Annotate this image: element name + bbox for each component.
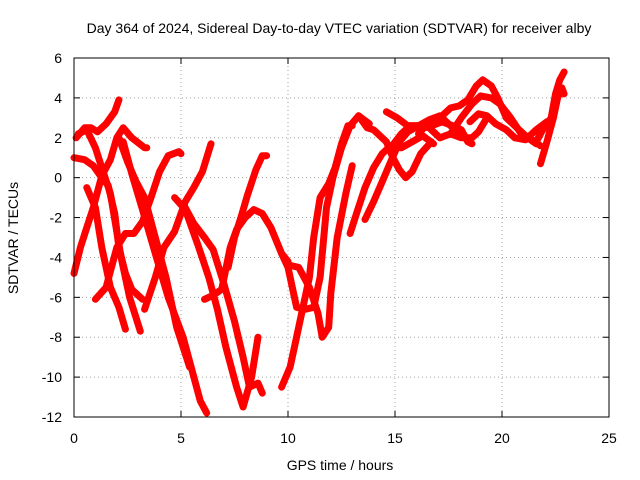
plot-frame <box>73 57 610 418</box>
data-series-arc-1 <box>70 124 151 277</box>
data-series-arc-6 <box>83 184 129 333</box>
y-tick-label: 2 <box>54 130 62 146</box>
x-tick-label: 0 <box>70 430 78 446</box>
data-series-arc-20 <box>355 112 435 182</box>
data-series-arc-13 <box>224 152 271 271</box>
y-tick-label: 6 <box>54 50 62 66</box>
data-series-arc-10 <box>179 200 266 397</box>
y-tick-label: -6 <box>50 289 63 305</box>
data-series-arc-9 <box>119 138 211 417</box>
data-series-arc-15 <box>286 162 356 341</box>
y-tick-label: -8 <box>50 329 63 345</box>
chart-title: Day 364 of 2024, Sidereal Day-to-day VTE… <box>87 20 592 36</box>
data-series-arc-11 <box>201 206 292 303</box>
x-tick-label: 5 <box>177 430 185 446</box>
data-series-arc-12 <box>171 194 262 411</box>
x-tick-label: 10 <box>280 430 296 446</box>
data-series-group <box>70 68 568 417</box>
y-tick-label: 4 <box>54 90 62 106</box>
x-tick-label: 25 <box>601 430 617 446</box>
y-tick-label: -10 <box>42 369 62 385</box>
data-series-arc-5 <box>74 126 144 335</box>
y-axis-label: SDTVAR / TECUs <box>5 182 21 294</box>
x-tick-label: 20 <box>494 430 510 446</box>
data-series-arc-8 <box>141 140 215 313</box>
y-tick-label: -4 <box>50 249 63 265</box>
data-series-arc-21 <box>382 108 491 142</box>
y-tick-label: -2 <box>50 210 63 226</box>
axis-ticks: 0 5 10 15 20 25 -12 -10 -8 -6 -4 -2 0 2 4 6 <box>42 50 617 446</box>
y-tick-label: -12 <box>42 409 62 425</box>
data-series-arc-14 <box>278 122 356 391</box>
x-tick-label: 15 <box>387 430 403 446</box>
data-series-arc-24 <box>466 110 551 144</box>
x-axis-label: GPS time / hours <box>287 457 394 473</box>
y-tick-label: 0 <box>54 170 62 186</box>
data-series-arc-16 <box>278 112 373 313</box>
data-series-arc-26 <box>532 68 568 146</box>
